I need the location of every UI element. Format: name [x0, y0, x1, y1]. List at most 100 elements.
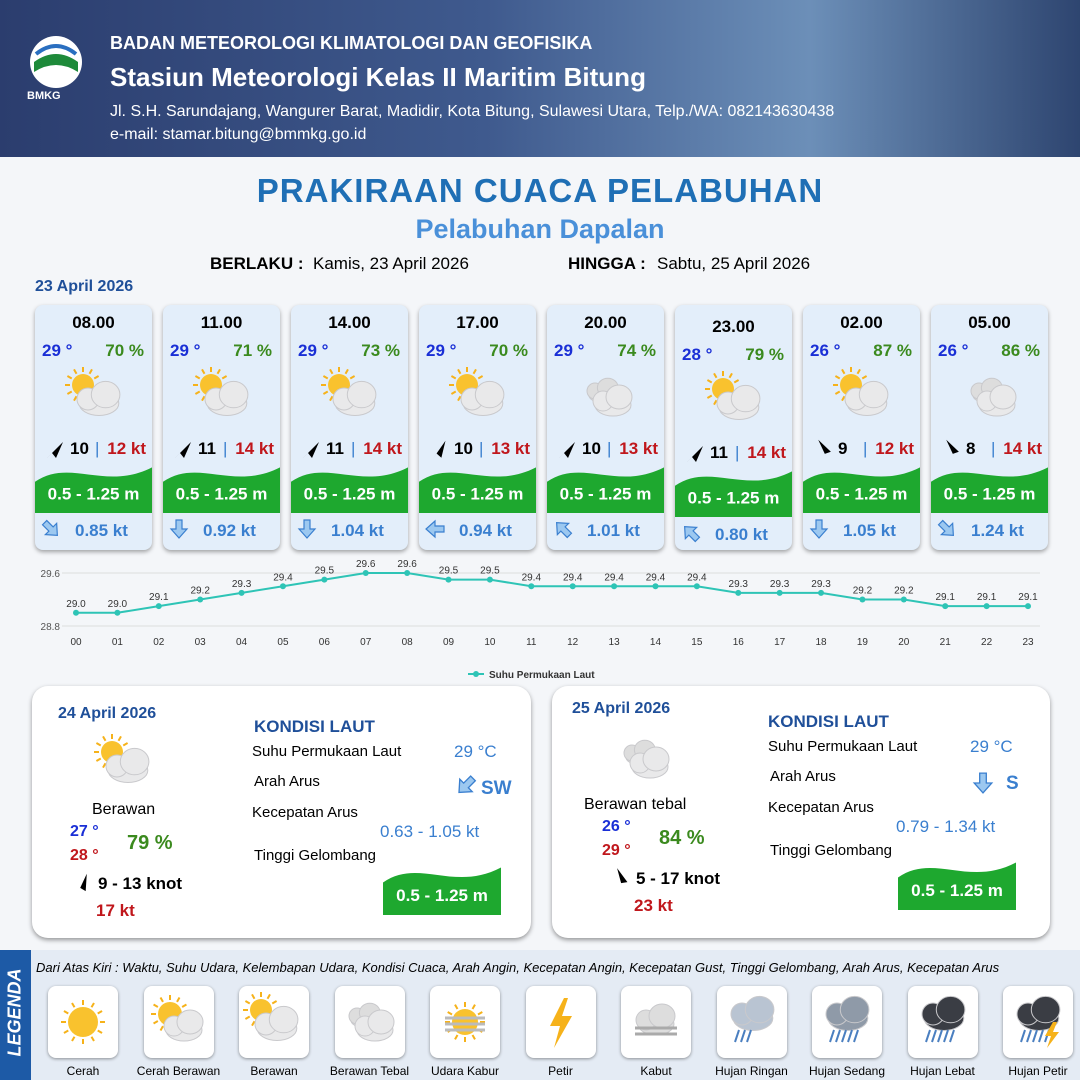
wave-label: 0.5 - 1.25 m	[944, 485, 1036, 504]
x-tick-label: 05	[277, 637, 289, 648]
wind-arrow	[559, 442, 575, 458]
sst-point	[197, 596, 204, 603]
sst-point	[776, 589, 783, 596]
sun-ray	[450, 375, 457, 380]
wind-arrow	[946, 439, 959, 461]
cloud	[825, 995, 870, 1031]
value-label: 29.4	[687, 572, 707, 583]
rain	[739, 1029, 746, 1043]
hour-time: 14.00	[328, 313, 371, 332]
legend-item-label: Cerah Berawan	[136, 1064, 221, 1078]
sun-ray	[194, 390, 201, 395]
sun-ray	[93, 375, 100, 380]
sun-ray	[221, 375, 228, 380]
hour-card: 05.00 26 ° 86 % 8 | 14 kt 0.5 - 1.25 m 1.24 kt	[931, 305, 1048, 550]
legend-icon-box	[621, 986, 691, 1058]
rain	[835, 1029, 841, 1043]
wave: 0.5 - 1.25 m	[898, 862, 1016, 910]
header: BMKG BADAN METEOROLOGI KLIMATOLOGI DAN GE…	[0, 0, 1080, 157]
sun-ray	[477, 375, 484, 380]
sun-ray	[450, 390, 457, 395]
weather-icon	[243, 992, 299, 1042]
wave-label: 0.5 - 1.25 m	[48, 485, 140, 504]
sun-ray	[861, 375, 868, 380]
hour-time: 08.00	[72, 313, 115, 332]
sun-ray	[251, 1020, 256, 1027]
value-label: 29.4	[646, 572, 666, 583]
hour-humidity: 70 %	[489, 341, 528, 360]
speed-value: 0.63 - 1.05 kt	[380, 822, 480, 841]
sun-ray	[66, 375, 73, 380]
sst-point	[238, 589, 245, 596]
sun-ray	[216, 368, 221, 375]
wind-arrow	[175, 442, 191, 458]
sun-ray	[244, 1000, 251, 1005]
x-tick-label: 21	[940, 637, 952, 648]
hour-temp: 29 °	[554, 341, 585, 360]
value-label: 29.4	[563, 572, 583, 583]
sst-point	[362, 570, 369, 576]
x-tick-label: 09	[443, 637, 455, 648]
sun-ray	[102, 735, 107, 742]
legend-icon-box	[48, 986, 118, 1058]
email: e-mail: stamar.bitung@bmmkg.go.id	[110, 126, 367, 143]
value-label: 29.3	[232, 579, 252, 590]
hour-wind: 10	[582, 439, 601, 458]
weather-icon	[705, 371, 761, 421]
hour-gust: 14 kt	[747, 443, 786, 462]
x-tick-label: 00	[70, 637, 82, 648]
wind-arrow-shape	[303, 442, 319, 458]
separator: |	[351, 439, 356, 458]
wave-shape	[419, 467, 536, 513]
sun-ray	[152, 1020, 158, 1025]
dir-label: Arah Arus	[254, 773, 320, 790]
hour-wind: 11	[326, 439, 344, 458]
rain	[829, 1029, 835, 1043]
rain	[942, 1029, 949, 1043]
cloud-part	[1030, 995, 1061, 1024]
speed-label: Kecepatan Arus	[768, 799, 874, 816]
day-gust: 17 kt	[96, 901, 135, 920]
sun-ray	[102, 762, 107, 769]
wave-shape	[163, 467, 280, 513]
sun-ray	[97, 1029, 103, 1034]
wind-arrow-shape	[818, 439, 831, 461]
subtitle: Pelabuhan Dapalan	[415, 214, 665, 244]
sst-point	[611, 583, 618, 590]
value-label: 29.3	[770, 579, 790, 590]
weather-icon	[623, 739, 670, 779]
weather-icon	[445, 1002, 485, 1042]
speed-label: Kecepatan Arus	[252, 804, 358, 821]
day-condition: Berawan tebal	[584, 796, 687, 813]
hour-card: 23.00 28 ° 79 % 11 | 14 kt 0.5 - 1.25 m 0.80 kt	[675, 305, 792, 550]
sun-ray	[733, 379, 740, 384]
value-label: 29.5	[439, 566, 459, 577]
current-arrow-shape	[809, 519, 829, 539]
cloud	[629, 746, 670, 779]
current-arrow-shape	[972, 772, 994, 794]
day-wind: 5 - 17 knot	[636, 869, 721, 888]
weather-icon	[65, 367, 121, 417]
weather-icon	[549, 998, 572, 1048]
value-label: 29.4	[273, 572, 293, 583]
current-arrow-shape	[169, 519, 189, 539]
sun-ray	[457, 395, 462, 402]
cloud-part	[218, 380, 249, 409]
legend-marker	[473, 671, 479, 677]
hour-card: 17.00 29 ° 70 % 10 | 13 kt 0.5 - 1.25 m 0.94 kt	[419, 305, 536, 550]
weather-icon	[348, 1002, 394, 1042]
cloud-part	[730, 384, 761, 413]
logo	[30, 36, 82, 88]
wind-arrow-shape	[77, 873, 87, 895]
cloud-part	[642, 746, 670, 772]
day-condition: Berawan	[92, 801, 156, 818]
station-name: Stasiun Meteorologi Kelas II Maritim Bit…	[110, 62, 646, 92]
x-tick-label: 22	[981, 637, 993, 648]
cloud	[332, 380, 377, 417]
sun-ray	[447, 1011, 453, 1016]
cloud	[730, 995, 774, 1031]
x-tick-label: 20	[898, 637, 910, 648]
sun-ray	[344, 368, 349, 375]
rain	[853, 1029, 859, 1043]
hour-card: 14.00 29 ° 73 % 11 | 14 kt 0.5 - 1.25 m 1.04 kt	[291, 305, 408, 550]
